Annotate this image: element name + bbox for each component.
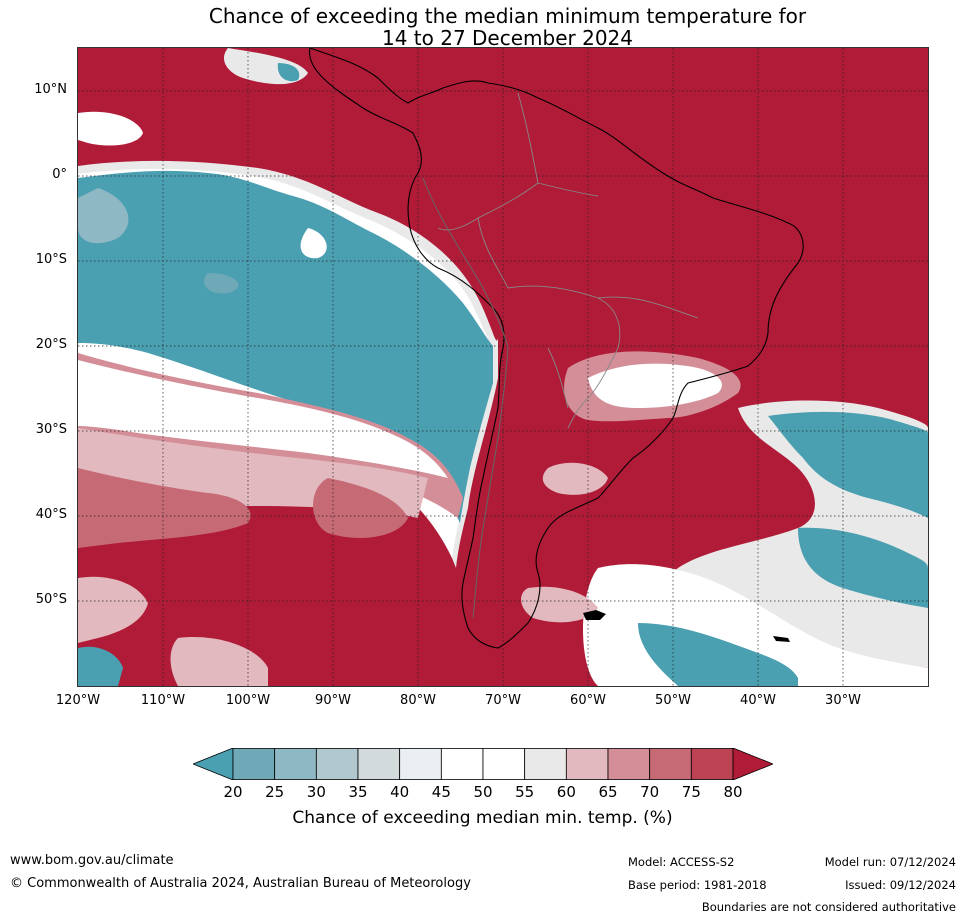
lon-label-60w: 60°W: [570, 693, 606, 708]
colorbar-tick-label: 30: [306, 783, 326, 801]
lat-label-50s: 50°S: [35, 592, 67, 607]
falkland-islands: [583, 610, 606, 620]
lon-label-90w: 90°W: [315, 693, 351, 708]
colorbar-tick-label: 55: [515, 783, 535, 801]
scattered-mid-probability-patches: [78, 48, 308, 686]
colorbar-under-arrow: [191, 747, 234, 781]
andes-ridge: [422, 177, 509, 619]
lat-label-0: 0°: [52, 167, 67, 182]
colorbar-segment: [607, 748, 651, 780]
colorbar-segment: [524, 748, 567, 780]
colorbar-segment: [690, 748, 734, 780]
colorbar-segment: [315, 748, 359, 780]
lon-label-40w: 40°W: [740, 693, 776, 708]
lon-label-100w: 100°W: [225, 693, 271, 708]
colorbar-tick-label: 70: [640, 783, 660, 801]
footer-model-run: Model run: 07/12/2024: [824, 855, 956, 869]
colorbar-tick-label: 60: [556, 783, 576, 801]
probability-map: [77, 47, 929, 687]
footer-base-period: Base period: 1981-2018: [628, 878, 767, 892]
lon-label-110w: 110°W: [140, 693, 186, 708]
colorbar-tick-label: 50: [473, 783, 493, 801]
footer-url[interactable]: www.bom.gov.au/climate: [10, 853, 174, 868]
footer-copyright: © Commonwealth of Australia 2024, Austra…: [10, 876, 471, 891]
country-borders: [437, 92, 699, 429]
lat-label-40s: 40°S: [35, 507, 67, 522]
colorbar-segment: [440, 748, 484, 780]
lat-label-20s: 20°S: [35, 337, 67, 352]
lon-label-70w: 70°W: [485, 693, 521, 708]
lon-label-30w: 30°W: [825, 693, 861, 708]
colorbar-segment: [649, 748, 692, 780]
colorbar-tick-label: 45: [431, 783, 451, 801]
south-america-coastline: [309, 48, 804, 649]
colorbar-tick-label: 20: [223, 783, 243, 801]
colorbar-tick-label: 80: [723, 783, 743, 801]
colorbar-tick-label: 35: [348, 783, 368, 801]
colorbar-tick-label: 65: [598, 783, 618, 801]
colorbar-tick-label: 75: [681, 783, 701, 801]
colorbar-segment: [565, 748, 609, 780]
lat-label-10s: 10°S: [35, 252, 67, 267]
colorbar-tick-label: 40: [390, 783, 410, 801]
southern-brazil-mid-probability: [542, 351, 741, 495]
pacific-mid-probability-band: [78, 353, 463, 548]
map-title-line-2: 14 to 27 December 2024: [381, 26, 633, 50]
colorbar-tick-label: 25: [265, 783, 285, 801]
footer-issued: Issued: 09/12/2024: [845, 878, 956, 892]
colorbar-svg: [191, 747, 775, 781]
lon-label-50w: 50°W: [655, 693, 691, 708]
colorbar: [191, 747, 775, 781]
lat-label-10n: 10°N: [34, 82, 67, 97]
lon-label-80w: 80°W: [400, 693, 436, 708]
map-title-line-1: Chance of exceeding the median minimum t…: [208, 4, 807, 28]
colorbar-segment: [274, 748, 317, 780]
colorbar-segment: [482, 748, 526, 780]
colorbar-segment: [232, 748, 276, 780]
footer-disclaimer: Boundaries are not considered authoritat…: [701, 900, 956, 914]
colorbar-over-arrow: [732, 747, 775, 781]
graticule: [78, 48, 928, 686]
colorbar-label: Chance of exceeding median min. temp. (%…: [292, 808, 673, 828]
footer-model: Model: ACCESS-S2: [628, 855, 735, 869]
colorbar-segment: [357, 748, 401, 780]
lat-label-30s: 30°S: [35, 422, 67, 437]
colorbar-segment: [399, 748, 442, 780]
map-canvas: [78, 48, 928, 686]
south-georgia: [773, 636, 790, 642]
lon-label-120w: 120°W: [55, 693, 101, 708]
